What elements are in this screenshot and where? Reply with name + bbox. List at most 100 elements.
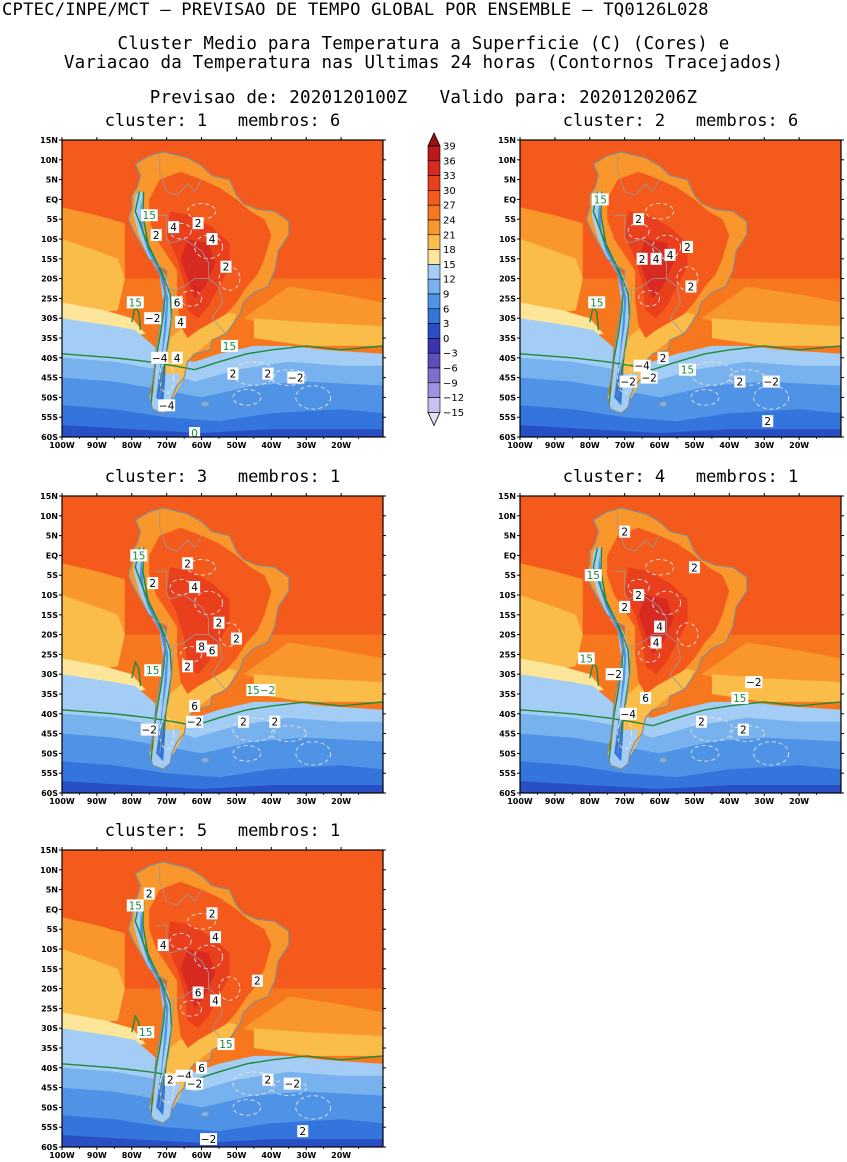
panel-title-cluster-1: cluster: 1 membros: 6 [104,111,341,131]
svg-text:2: 2 [271,717,278,729]
contour-label-15c: 15 [217,1038,235,1051]
svg-text:15: 15 [129,297,142,309]
colorbar-tick-label: −6 [443,364,458,375]
colorbar-segment [427,293,441,310]
longitude-tick-label: 20W [789,797,809,806]
longitude-tick-label: 70W [615,797,635,806]
colorbar-tick-label: 12 [443,275,456,286]
contour-label-variation: 2 [657,351,669,365]
contour-label-variation: 2 [619,525,631,539]
latitude-tick-label: EQ [46,195,58,204]
svg-text:2: 2 [240,717,247,729]
contour-label-variation: 2 [220,260,232,274]
latitude-tick-label: 50S [41,749,58,758]
latitude-tick-label: 10S [499,591,516,600]
contour-label-variation: 2 [150,229,162,242]
longitude-tick-label: 20W [789,441,809,450]
colorbar-tick-label: −3 [443,349,458,360]
latitude-tick-label: 50S [41,1103,58,1112]
latitude-tick-label: EQ [46,905,58,914]
latitude-tick-label: 25S [41,294,58,303]
longitude-tick-label: 30W [296,441,316,450]
colorbar-segment [427,175,441,191]
contour-label-variation: −4 [158,399,176,412]
svg-text:15: 15 [223,341,236,353]
latitude-tick-label: 60S [499,433,516,442]
colorbar-tick-label: 27 [443,201,456,212]
svg-text:15: 15 [132,550,145,562]
colorbar-segment [427,204,441,221]
svg-text:2: 2 [639,254,646,266]
contour-label-variation: −2 [287,371,305,385]
latitude-tick-label: 50S [499,749,516,758]
longitude-tick-label: 90W [87,797,107,806]
contour-label-variation: 4 [210,994,222,1007]
svg-text:6: 6 [191,701,198,713]
colorbar-segment [427,323,441,339]
svg-text:2: 2 [223,262,230,274]
latitude-tick-label: 45S [41,1084,58,1093]
svg-text:4: 4 [160,940,167,952]
contour-label-variation: 2 [633,589,645,602]
longitude-tick-label: 50W [226,797,246,806]
contour-label-variation: 4 [650,252,662,266]
latitude-tick-label: 35S [41,690,58,699]
contour-label-variation: 2 [182,660,194,673]
latitude-tick-label: EQ [504,195,516,204]
contour-label-variation: 2 [230,632,242,646]
latitude-tick-label: 55S [41,413,58,422]
latitude-tick-label: 25S [41,650,58,659]
svg-text:0: 0 [191,428,198,440]
colorbar-segment [427,264,441,280]
colorbar-tick-label: 21 [443,230,456,241]
svg-text:15: 15 [590,297,603,309]
latitude-tick-label: 10S [41,235,58,244]
colorbar-segment [427,190,441,206]
svg-text:4: 4 [170,222,177,234]
latitude-tick-label: 10N [40,512,58,521]
longitude-tick-label: 90W [545,441,565,450]
colorbar-tick-label: −9 [443,378,458,389]
latitude-tick-label: 55S [499,413,516,422]
colorbar-tick-label: 24 [443,216,456,227]
latitude-tick-label: 15N [40,492,58,501]
svg-text:15: 15 [146,665,159,677]
latitude-tick-label: 5S [47,215,59,224]
svg-text:4: 4 [191,582,198,594]
latitude-tick-label: 5N [46,176,58,185]
latitude-tick-label: 60S [41,1143,58,1152]
panel-title-cluster-4: cluster: 4 membros: 1 [562,467,799,487]
latitude-tick-label: 45S [499,374,516,383]
longitude-tick-label: 30W [754,441,774,450]
contour-label-15c: 0 [189,427,201,440]
svg-text:2: 2 [621,527,628,539]
longitude-tick-label: 40W [261,797,281,806]
longitude-tick-label: 90W [87,441,107,450]
contour-label-15c: 15 [140,209,158,222]
svg-text:−2: −2 [141,725,156,737]
colorbar-segment [427,352,441,369]
latitude-tick-label: 40S [499,354,516,363]
contour-label-variation: 4 [654,620,666,634]
panel-title-cluster-5: cluster: 5 membros: 1 [104,821,341,841]
longitude-tick-label: 50W [226,1151,246,1160]
contour-label-variation: 2 [269,715,281,729]
contour-label-variation: 4 [157,939,169,952]
figure-header-line-1: CPTEC/INPE/MCT — PREVISAO DE TEMPO GLOBA… [2,0,709,20]
contour-label-variation: −2 [640,371,658,385]
svg-text:6: 6 [195,988,202,1000]
contour-label-variation: 2 [143,887,155,901]
contour-label-variation: −2 [186,1077,204,1091]
figure-title-line-1: Cluster Medio para Temperatura a Superfi… [117,34,730,54]
colorbar-segment [427,145,441,162]
contour-label-variation: −2 [144,312,162,325]
contour-label-variation: 2 [262,367,274,381]
longitude-tick-label: 70W [157,1151,177,1160]
